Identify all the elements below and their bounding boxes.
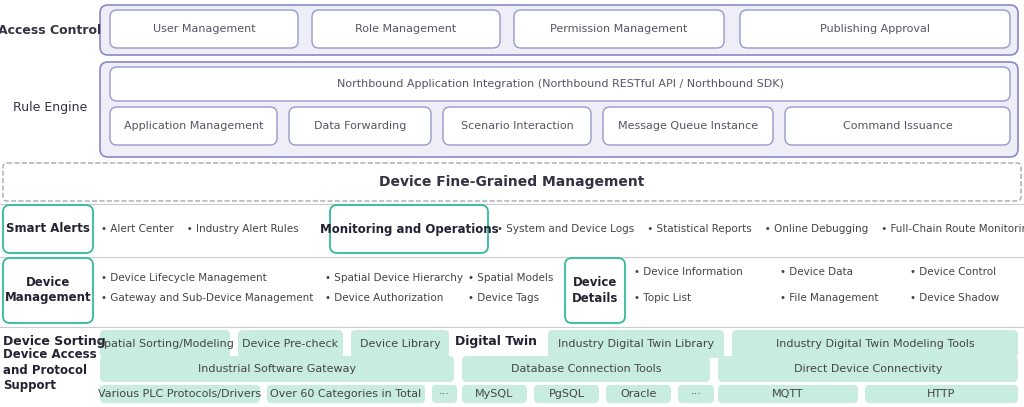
Text: ···: ··· (439, 389, 450, 399)
Text: • System and Device Logs    • Statistical Reports    • Online Debugging    • Ful: • System and Device Logs • Statistical R… (497, 224, 1024, 234)
Text: Rule Engine: Rule Engine (13, 101, 87, 114)
FancyBboxPatch shape (548, 330, 724, 358)
Text: • Device Tags: • Device Tags (468, 293, 539, 303)
Text: User Management: User Management (153, 24, 255, 34)
FancyBboxPatch shape (267, 385, 425, 403)
Text: Industrial Software Gateway: Industrial Software Gateway (198, 364, 356, 374)
Text: Device Access
and Protocol
Support: Device Access and Protocol Support (3, 348, 96, 392)
Text: Access Control: Access Control (0, 24, 101, 37)
Text: • Spatial Device Hierarchy: • Spatial Device Hierarchy (325, 273, 463, 283)
FancyBboxPatch shape (432, 385, 457, 403)
Text: Device Sorting: Device Sorting (3, 335, 105, 348)
Text: • Spatial Models: • Spatial Models (468, 273, 553, 283)
Text: • File Management: • File Management (780, 293, 879, 303)
FancyBboxPatch shape (718, 356, 1018, 382)
FancyBboxPatch shape (351, 330, 449, 358)
FancyBboxPatch shape (865, 385, 1018, 403)
Text: Northbound Application Integration (Northbound RESTful API / Northbound SDK): Northbound Application Integration (Nort… (337, 79, 783, 89)
Text: Command Issuance: Command Issuance (843, 121, 952, 131)
FancyBboxPatch shape (565, 258, 625, 323)
Text: Oracle: Oracle (621, 389, 656, 399)
Text: Over 60 Categories in Total: Over 60 Categories in Total (270, 389, 422, 399)
Text: Device
Details: Device Details (571, 276, 618, 304)
FancyBboxPatch shape (289, 107, 431, 145)
Text: Device Pre-check: Device Pre-check (243, 339, 339, 349)
Text: Permission Management: Permission Management (550, 24, 688, 34)
FancyBboxPatch shape (462, 356, 710, 382)
FancyBboxPatch shape (534, 385, 599, 403)
FancyBboxPatch shape (100, 356, 454, 382)
FancyBboxPatch shape (100, 62, 1018, 157)
Text: • Device Authorization: • Device Authorization (325, 293, 443, 303)
Text: Role Management: Role Management (355, 24, 457, 34)
Text: Industry Digital Twin Library: Industry Digital Twin Library (558, 339, 714, 349)
Text: Message Queue Instance: Message Queue Instance (617, 121, 758, 131)
FancyBboxPatch shape (3, 205, 93, 253)
FancyBboxPatch shape (732, 330, 1018, 358)
Text: ···: ··· (690, 389, 701, 399)
Text: Industry Digital Twin Modeling Tools: Industry Digital Twin Modeling Tools (776, 339, 974, 349)
FancyBboxPatch shape (785, 107, 1010, 145)
Text: Spatial Sorting/Modeling: Spatial Sorting/Modeling (96, 339, 233, 349)
FancyBboxPatch shape (100, 385, 260, 403)
Text: HTTP: HTTP (928, 389, 955, 399)
Text: • Alert Center    • Industry Alert Rules: • Alert Center • Industry Alert Rules (101, 224, 299, 234)
Text: • Topic List: • Topic List (634, 293, 691, 303)
Text: • Device Control: • Device Control (910, 267, 996, 277)
Text: Publishing Approval: Publishing Approval (820, 24, 930, 34)
Text: • Device Shadow: • Device Shadow (910, 293, 999, 303)
FancyBboxPatch shape (678, 385, 714, 403)
FancyBboxPatch shape (312, 10, 500, 48)
Text: PgSQL: PgSQL (549, 389, 585, 399)
FancyBboxPatch shape (3, 163, 1021, 201)
FancyBboxPatch shape (443, 107, 591, 145)
FancyBboxPatch shape (603, 107, 773, 145)
Text: Direct Device Connectivity: Direct Device Connectivity (794, 364, 942, 374)
Text: MQTT: MQTT (772, 389, 804, 399)
Text: • Gateway and Sub-Device Management: • Gateway and Sub-Device Management (101, 293, 313, 303)
FancyBboxPatch shape (514, 10, 724, 48)
Text: Application Management: Application Management (124, 121, 263, 131)
FancyBboxPatch shape (110, 10, 298, 48)
FancyBboxPatch shape (462, 385, 527, 403)
Text: • Device Lifecycle Management: • Device Lifecycle Management (101, 273, 266, 283)
Text: • Device Information: • Device Information (634, 267, 742, 277)
FancyBboxPatch shape (100, 5, 1018, 55)
Text: Monitoring and Operations: Monitoring and Operations (319, 223, 499, 236)
Text: Database Connection Tools: Database Connection Tools (511, 364, 662, 374)
FancyBboxPatch shape (330, 205, 488, 253)
FancyBboxPatch shape (3, 258, 93, 323)
Text: Digital Twin: Digital Twin (455, 335, 537, 348)
Text: Data Forwarding: Data Forwarding (313, 121, 407, 131)
Text: • Device Data: • Device Data (780, 267, 853, 277)
FancyBboxPatch shape (100, 330, 230, 358)
Text: Device
Management: Device Management (5, 276, 91, 304)
Text: Device Fine-Grained Management: Device Fine-Grained Management (379, 175, 645, 189)
FancyBboxPatch shape (740, 10, 1010, 48)
Text: MySQL: MySQL (475, 389, 514, 399)
FancyBboxPatch shape (238, 330, 343, 358)
Text: Smart Alerts: Smart Alerts (6, 223, 90, 236)
Text: Device Library: Device Library (359, 339, 440, 349)
FancyBboxPatch shape (110, 107, 278, 145)
FancyBboxPatch shape (718, 385, 858, 403)
FancyBboxPatch shape (110, 67, 1010, 101)
FancyBboxPatch shape (606, 385, 671, 403)
Text: Scenario Interaction: Scenario Interaction (461, 121, 573, 131)
Text: Various PLC Protocols/Drivers: Various PLC Protocols/Drivers (98, 389, 261, 399)
